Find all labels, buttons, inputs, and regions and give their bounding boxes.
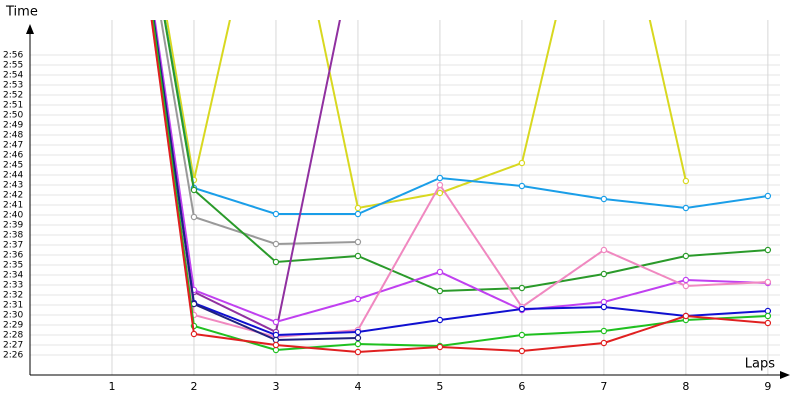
point	[600, 303, 608, 311]
y-tick-label: 2:55	[3, 61, 23, 71]
point	[436, 343, 444, 351]
point	[436, 174, 444, 182]
point	[272, 240, 280, 248]
point	[436, 181, 444, 189]
y-tick-label: 2:33	[3, 281, 23, 291]
point	[682, 204, 690, 212]
point	[518, 347, 526, 355]
point	[354, 238, 362, 246]
y-tick-label: 2:32	[3, 291, 23, 301]
point	[682, 276, 690, 284]
point	[436, 189, 444, 197]
point	[436, 268, 444, 276]
x-tick-label: 7	[600, 380, 607, 393]
y-tick-label: 2:34	[3, 271, 23, 281]
point	[600, 339, 608, 347]
series-line	[152, 20, 358, 342]
y-tick-label: 2:31	[3, 301, 23, 311]
y-tick-label: 2:48	[3, 131, 23, 141]
y-tick-label: 2:49	[3, 121, 23, 131]
y-tick-label: 2:28	[3, 331, 23, 341]
x-tick-label: 8	[682, 380, 689, 393]
y-tick-label: 2:53	[3, 81, 23, 91]
y-tick-label: 2:41	[3, 201, 23, 211]
point	[682, 252, 690, 260]
y-axis-arrow	[26, 24, 34, 34]
y-tick-label: 2:45	[3, 161, 23, 171]
point	[436, 316, 444, 324]
point	[682, 282, 690, 290]
point	[682, 177, 690, 185]
y-tick-label: 2:27	[3, 341, 23, 351]
y-tick-label: 2:36	[3, 251, 23, 261]
point	[190, 186, 198, 194]
y-axis-title: Time	[5, 5, 38, 20]
point	[354, 334, 362, 342]
point	[764, 319, 772, 327]
x-tick-label: 5	[436, 380, 443, 393]
point	[764, 278, 772, 286]
point	[682, 312, 690, 320]
y-tick-label: 2:47	[3, 141, 23, 151]
series-line	[152, 20, 341, 334]
point	[764, 246, 772, 254]
point	[600, 270, 608, 278]
point	[354, 348, 362, 356]
y-tick-label: 2:37	[3, 241, 23, 251]
y-tick-label: 2:51	[3, 101, 23, 111]
y-tick-label: 2:46	[3, 151, 23, 161]
point	[354, 295, 362, 303]
y-tick-label: 2:30	[3, 311, 23, 321]
point	[600, 327, 608, 335]
x-axis-title: Laps	[745, 357, 775, 372]
y-tick-label: 2:26	[3, 351, 23, 361]
point	[764, 192, 772, 200]
point	[518, 331, 526, 339]
x-tick-label: 4	[354, 380, 361, 393]
x-tick-label: 1	[108, 380, 115, 393]
point	[518, 182, 526, 190]
y-tick-label: 2:42	[3, 191, 23, 201]
x-tick-label: 2	[190, 380, 197, 393]
y-tick-label: 2:38	[3, 231, 23, 241]
point	[272, 210, 280, 218]
point	[600, 246, 608, 254]
point	[354, 328, 362, 336]
x-tick-label: 9	[764, 380, 771, 393]
x-tick-label: 6	[518, 380, 525, 393]
point	[354, 252, 362, 260]
series-line	[165, 20, 687, 210]
point	[518, 159, 526, 167]
y-tick-label: 2:40	[3, 211, 23, 221]
y-tick-label: 2:50	[3, 111, 23, 121]
y-tick-label: 2:29	[3, 321, 23, 331]
point	[600, 195, 608, 203]
x-axis-arrow	[780, 371, 790, 379]
y-tick-label: 2:43	[3, 181, 23, 191]
point	[354, 340, 362, 348]
point	[518, 284, 526, 292]
y-tick-label: 2:44	[3, 171, 23, 181]
y-tick-label: 2:52	[3, 91, 23, 101]
point	[272, 341, 280, 349]
y-tick-label: 2:35	[3, 261, 23, 271]
series-line	[160, 20, 358, 246]
point	[272, 318, 280, 326]
point	[354, 204, 362, 212]
y-tick-label: 2:54	[3, 71, 23, 81]
point	[190, 330, 198, 338]
y-tick-label: 2:39	[3, 221, 23, 231]
point	[272, 258, 280, 266]
y-tick-label: 2:56	[3, 51, 23, 61]
x-tick-label: 3	[272, 380, 279, 393]
point	[354, 210, 362, 218]
point	[190, 213, 198, 221]
point	[518, 305, 526, 313]
plot-area	[150, 20, 772, 356]
point	[764, 312, 772, 320]
point	[436, 287, 444, 295]
